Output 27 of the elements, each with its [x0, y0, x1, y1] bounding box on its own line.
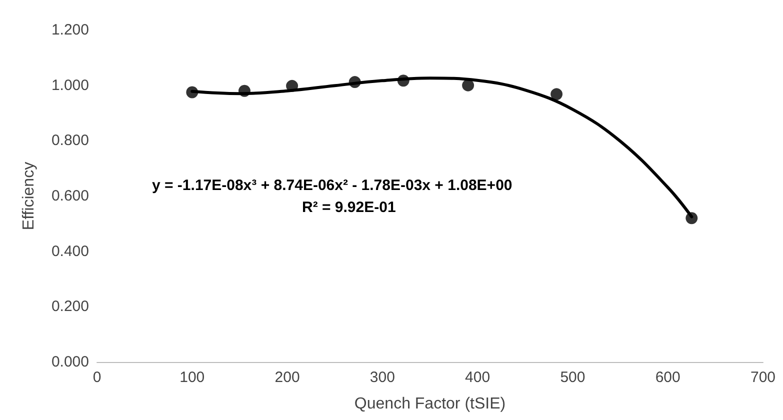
y-tick-label: 1.200: [51, 22, 89, 38]
point: [550, 88, 563, 100]
x-tick-label: 200: [274, 369, 300, 386]
annotation: R² = 9.92E-01: [302, 199, 396, 216]
x-tick-label: 400: [465, 369, 490, 386]
x-tick-label: 0: [92, 369, 102, 386]
x-tick-label: 500: [560, 369, 586, 386]
point: [238, 84, 250, 97]
y-axis-title: Efficiency: [20, 162, 38, 230]
x-tick-label: 300: [370, 369, 395, 386]
x-axis-title: Quench Factor (tSIE): [354, 396, 506, 412]
y-tick-label: 0.000: [51, 354, 89, 370]
annotation: y = -1.17E-08x³ + 8.74E-06x² - 1.78E-03x + 1.08E+00: [152, 177, 512, 194]
y-tick-label: 0.800: [51, 132, 89, 150]
point: [686, 212, 698, 224]
x-tick-label: 600: [655, 369, 680, 386]
point: [397, 74, 410, 87]
point: [462, 79, 474, 92]
y-tick-label: 1.000: [51, 76, 89, 94]
y-tick-label: 0.400: [51, 242, 89, 260]
point: [286, 80, 298, 92]
y-tick-label: 0.200: [51, 298, 89, 316]
y-tick-label: 0.600: [51, 188, 89, 204]
point: [186, 86, 198, 98]
point: [348, 76, 361, 88]
x-tick-label: 700: [750, 369, 776, 386]
x-tick-label: 100: [180, 369, 205, 386]
